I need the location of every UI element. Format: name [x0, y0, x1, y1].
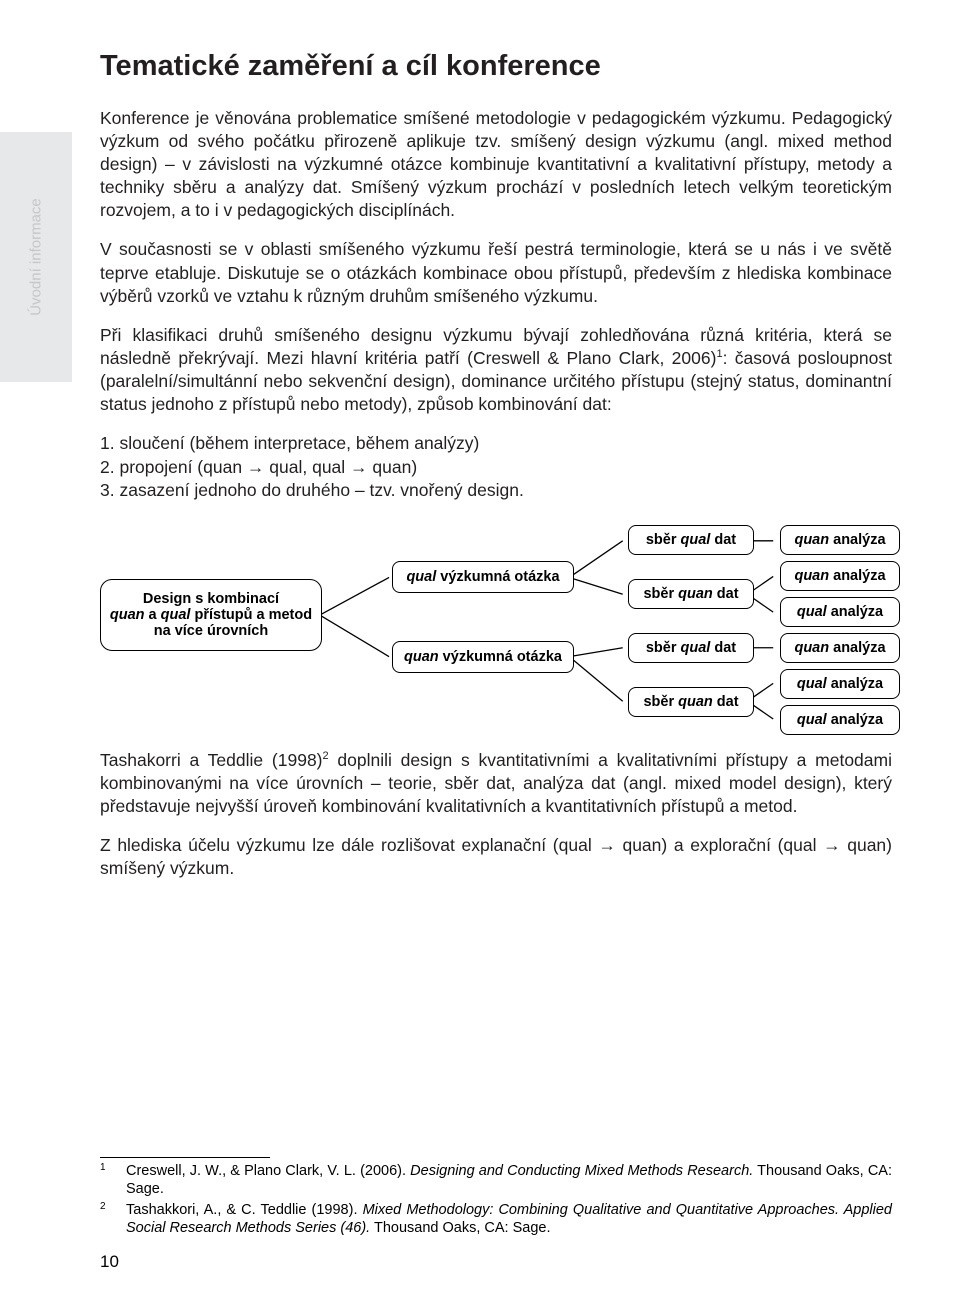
diagram-collect-1: sběr quan dat	[628, 579, 754, 609]
paragraph-5: Z hlediska účelu výzkumu lze dále rozliš…	[100, 834, 892, 880]
diagram-analysis-1: quan analýza	[780, 561, 900, 591]
paragraph-3: Při klasifikaci druhů smíšeného designu …	[100, 324, 892, 416]
root-line3: na více úrovních	[110, 623, 312, 639]
root-line1: Design s kombinací	[110, 591, 312, 607]
paragraph-1: Konference je věnována problematice smíš…	[100, 107, 892, 222]
footnote-1: 1 Creswell, J. W., & Plano Clark, V. L. …	[100, 1162, 892, 1199]
diagram-analysis-3: quan analýza	[780, 633, 900, 663]
diagram-root: Design s kombinací quan a qual přístupů …	[100, 579, 322, 651]
diagram-collect-2: sběr qual dat	[628, 633, 754, 663]
diagram-mid-1: qual výzkumná otázka	[392, 561, 574, 593]
diagram-analysis-5: qual analýza	[780, 705, 900, 735]
diagram-analysis-4: qual analýza	[780, 669, 900, 699]
footnote-rule	[100, 1157, 270, 1158]
page: Úvodní informace Tematické zaměření a cí…	[0, 0, 960, 1292]
footnotes: 1 Creswell, J. W., & Plano Clark, V. L. …	[100, 1157, 892, 1240]
diagram-analysis-0: quan analýza	[780, 525, 900, 555]
page-number: 10	[100, 1252, 119, 1272]
list-item: 2. propojení (quan → qual, qual → quan)	[100, 456, 892, 480]
side-tab: Úvodní informace	[0, 132, 72, 382]
page-heading: Tematické zaměření a cíl konference	[100, 50, 892, 83]
side-tab-label: Úvodní informace	[28, 198, 45, 316]
diagram-collect-3: sběr quan dat	[628, 687, 754, 717]
paragraph-2: V současnosti se v oblasti smíšeného výz…	[100, 238, 892, 307]
footnote-2: 2 Tashakkori, A., & C. Teddlie (1998). M…	[100, 1201, 892, 1238]
para4-pre: Tashakorri a Teddlie (1998)	[100, 750, 323, 770]
diagram-collect-0: sběr qual dat	[628, 525, 754, 555]
paragraph-4: Tashakorri a Teddlie (1998)2 doplnili de…	[100, 749, 892, 818]
numbered-list: 1. sloučení (během interpretace, během a…	[100, 432, 892, 503]
diagram: Design s kombinací quan a qual přístupů …	[100, 517, 892, 727]
diagram-analysis-2: qual analýza	[780, 597, 900, 627]
list-item: 1. sloučení (během interpretace, během a…	[100, 432, 892, 456]
diagram-mid-2: quan výzkumná otázka	[392, 641, 574, 673]
root-line2: quan a qual přístupů a metod	[110, 607, 312, 623]
list-item: 3. zasazení jednoho do druhého – tzv. vn…	[100, 479, 892, 503]
